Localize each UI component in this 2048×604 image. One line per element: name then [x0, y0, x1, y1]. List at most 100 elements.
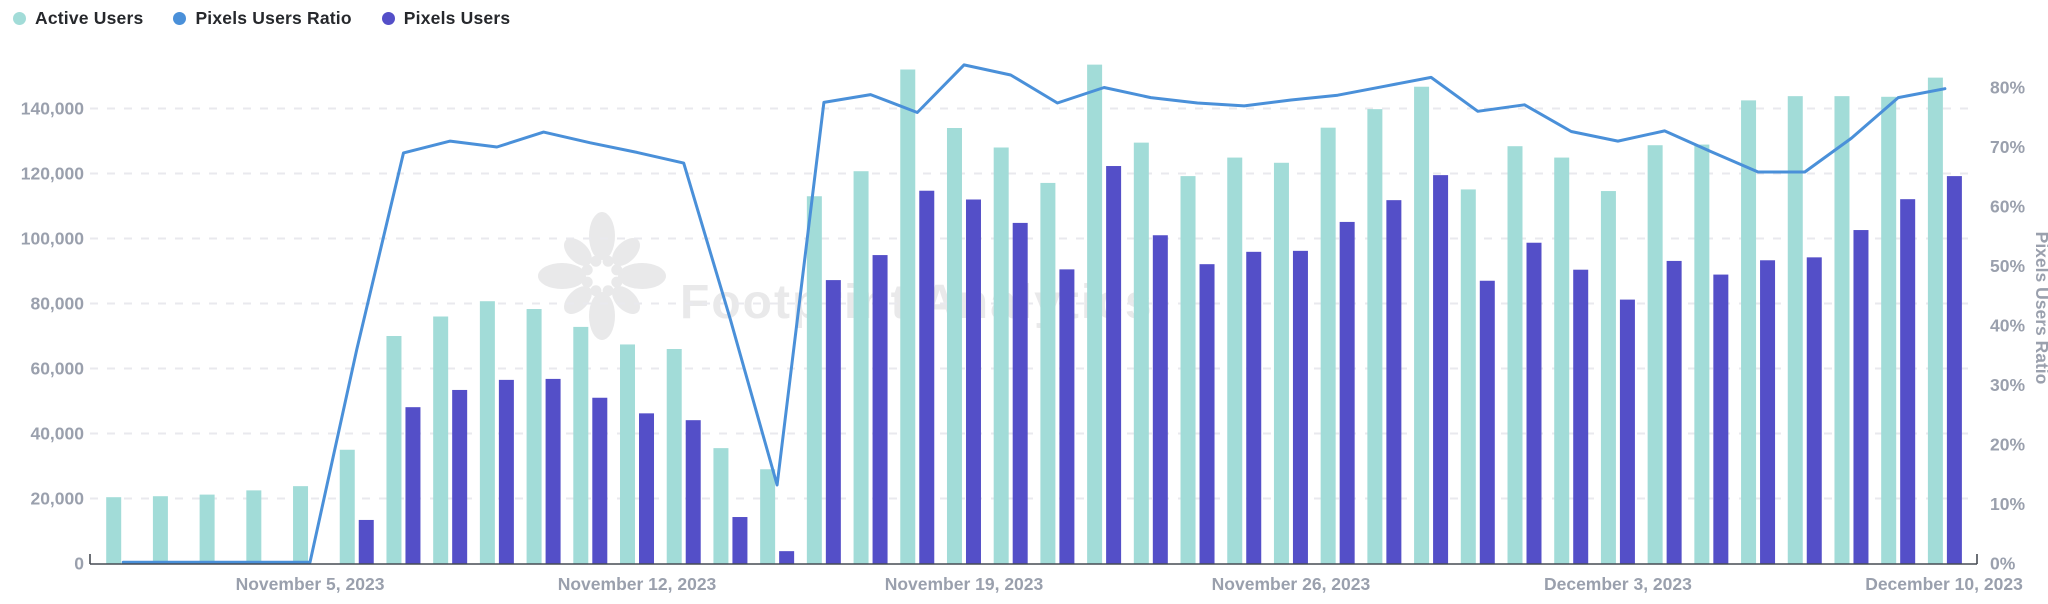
active-users-bar[interactable]: [1600, 191, 1616, 564]
active-users-bar[interactable]: [199, 494, 215, 564]
active-users-bar[interactable]: [1741, 100, 1757, 564]
pixels-users-bar[interactable]: [1573, 269, 1589, 564]
pixels-users-bar[interactable]: [545, 378, 561, 564]
pixels-users-bar[interactable]: [1339, 221, 1355, 564]
y-axis-left-tick-label: 100,000: [21, 229, 85, 249]
pixels-users-bar[interactable]: [1713, 274, 1729, 564]
y-axis-left-tick-label: 140,000: [21, 99, 85, 119]
active-users-bar[interactable]: [666, 349, 682, 564]
pixels-users-bar[interactable]: [685, 420, 701, 564]
pixels-users-bar[interactable]: [1479, 280, 1495, 564]
active-users-bar[interactable]: [1787, 96, 1803, 564]
active-users-bar[interactable]: [1227, 157, 1243, 564]
active-users-bar[interactable]: [1554, 157, 1570, 564]
active-users-bar[interactable]: [1647, 145, 1663, 564]
pixels-users-bar[interactable]: [592, 397, 608, 564]
active-users-bar[interactable]: [1927, 77, 1943, 564]
active-users-bar[interactable]: [993, 147, 1009, 564]
pixels-users-bar[interactable]: [1292, 250, 1308, 564]
y-axis-right-tick-label: 70%: [1990, 137, 2025, 157]
active-users-bar[interactable]: [1040, 182, 1056, 564]
pixels-users-bar[interactable]: [639, 413, 655, 564]
pixels-users-bar[interactable]: [1619, 299, 1635, 564]
active-users-bar[interactable]: [1320, 127, 1336, 564]
legend-item-pixels-users[interactable]: Pixels Users: [381, 8, 511, 29]
active-users-bar[interactable]: [713, 448, 729, 564]
pixels-users-bar[interactable]: [1666, 260, 1682, 564]
pixels-users-bar[interactable]: [498, 379, 514, 564]
x-axis-tick-label: November 5, 2023: [236, 574, 385, 594]
flower-petal: [589, 212, 615, 260]
pixels-users-bar[interactable]: [1106, 166, 1122, 564]
legend-label: Active Users: [35, 8, 144, 28]
pixels-users-ratio-line[interactable]: [121, 63, 1947, 564]
y-axis-right-tick-label: 30%: [1990, 375, 2025, 395]
pixels-users-bar[interactable]: [1853, 230, 1869, 564]
active-users-bar[interactable]: [1834, 96, 1850, 564]
flower-dot: [590, 255, 602, 267]
active-users-bar[interactable]: [573, 326, 589, 564]
active-users-bar[interactable]: [1881, 96, 1897, 564]
pixels-users-bar[interactable]: [779, 551, 795, 564]
x-axis-tick-label: November 19, 2023: [885, 574, 1044, 594]
active-users-bar[interactable]: [1460, 189, 1476, 564]
pixels-users-bar[interactable]: [405, 407, 421, 564]
pixels-users-bar[interactable]: [1526, 242, 1542, 564]
active-users-bar[interactable]: [1133, 142, 1149, 564]
flower-petal: [612, 286, 640, 314]
active-users-bar[interactable]: [760, 469, 776, 564]
active-users-bar[interactable]: [1694, 144, 1710, 564]
active-users-bar[interactable]: [1087, 64, 1103, 564]
active-users-bar[interactable]: [246, 490, 262, 564]
y-axis-left-tick-label: 40,000: [30, 424, 84, 444]
pixels-users-bar[interactable]: [452, 389, 468, 564]
y-axis-right-tick-label: 60%: [1990, 197, 2025, 217]
active-users-bar[interactable]: [526, 309, 542, 564]
pixels-users-ratio-dot-icon: [173, 12, 187, 25]
active-users-bar[interactable]: [433, 316, 449, 564]
pixels-users-bar[interactable]: [1760, 260, 1776, 564]
active-users-bar[interactable]: [853, 171, 869, 564]
pixels-users-bar[interactable]: [1900, 199, 1916, 564]
active-users-bar[interactable]: [293, 486, 309, 564]
flower-dot: [611, 264, 623, 276]
pixels-users-bar[interactable]: [358, 519, 374, 564]
legend-item-pixels-users-ratio[interactable]: Pixels Users Ratio: [173, 8, 352, 29]
pixels-users-bar[interactable]: [1152, 235, 1168, 564]
pixels-users-bar[interactable]: [919, 190, 935, 564]
active-users-bar[interactable]: [1180, 176, 1196, 564]
active-users-bar[interactable]: [479, 301, 495, 564]
pixels-users-bar[interactable]: [965, 199, 981, 564]
active-users-bar[interactable]: [339, 449, 355, 564]
pixels-users-bar[interactable]: [1386, 200, 1402, 564]
pixels-users-bar[interactable]: [1946, 176, 1962, 564]
flower-petal: [612, 238, 640, 266]
pixels-users-bar[interactable]: [1059, 269, 1075, 564]
pixels-users-bar[interactable]: [825, 280, 841, 564]
pixels-users-bar[interactable]: [1433, 175, 1449, 564]
active-users-bar[interactable]: [106, 497, 122, 564]
legend-item-active-users[interactable]: Active Users: [13, 8, 143, 29]
active-users-bar[interactable]: [1507, 146, 1523, 564]
active-users-bar[interactable]: [900, 69, 916, 564]
pixels-users-bar[interactable]: [1246, 251, 1262, 564]
active-users-bar[interactable]: [806, 196, 822, 564]
active-users-bar[interactable]: [946, 128, 962, 564]
x-axis-tick-label: November 12, 2023: [558, 574, 717, 594]
flower-petal: [538, 263, 586, 289]
active-users-bar[interactable]: [1367, 109, 1383, 564]
pixels-users-bar[interactable]: [1012, 222, 1028, 564]
active-users-bar[interactable]: [386, 336, 402, 564]
active-users-bar[interactable]: [1273, 162, 1289, 564]
pixels-users-bar[interactable]: [872, 255, 888, 564]
active-users-bar[interactable]: [1414, 86, 1430, 564]
pixels-users-bar[interactable]: [1806, 257, 1822, 564]
flower-dot: [602, 255, 614, 267]
x-axis-tick-label: December 3, 2023: [1544, 574, 1692, 594]
flower-petal: [564, 238, 592, 266]
pixels-users-bar[interactable]: [732, 517, 748, 564]
active-users-bar[interactable]: [620, 344, 636, 564]
active-users-bar[interactable]: [152, 496, 168, 564]
pixels-users-bar[interactable]: [1199, 264, 1215, 564]
